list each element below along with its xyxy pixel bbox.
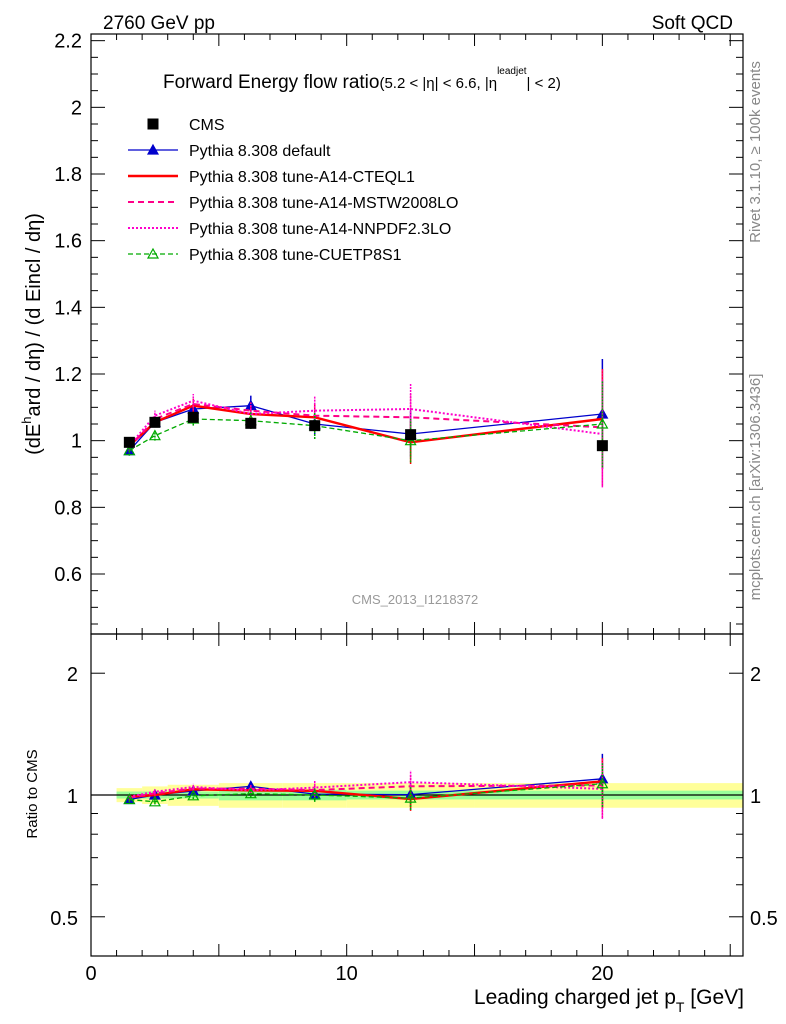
y-tick-label: 0.8 — [54, 497, 82, 519]
legend-marker — [146, 247, 160, 259]
legend-entry: Pythia 8.308 tune-A14-CTEQL1 — [128, 169, 415, 186]
y-axis-label-b: ard / dη) / (d Eincl / dη) — [23, 213, 45, 416]
ratio-point — [187, 789, 200, 801]
legend-entry: Pythia 8.308 tune-A14-MSTW2008LO — [128, 195, 458, 212]
legend-marker — [146, 143, 160, 155]
ratio-point — [244, 787, 257, 799]
plot-title-cond-a: (5.2 < |η| < 6.6, |η — [379, 75, 497, 92]
y-axis-label: (dEhard / dη) / (d Eincl / dη) — [19, 213, 45, 455]
legend-entry: Pythia 8.308 tune-A14-NNPDF2.3LO — [128, 221, 451, 238]
ratio-y-tick-label-right: 0.5 — [750, 908, 778, 930]
cms-data-point — [405, 429, 417, 441]
x-axis-label: Leading charged jet pT [GeV] — [474, 986, 744, 1015]
ratio-y-tick-label-left: 1 — [67, 786, 78, 808]
y-tick-label: 1.6 — [54, 231, 82, 253]
cms-data-point — [309, 420, 321, 432]
x-tick-label: 0 — [85, 963, 96, 985]
y-tick-label: 1.8 — [54, 164, 82, 186]
ratio-point — [404, 791, 417, 803]
cms-data-point — [245, 417, 257, 429]
x-tick-label: 20 — [591, 963, 613, 985]
y-axis-label-a: (dE — [23, 424, 45, 455]
legend-label: Pythia 8.308 tune-A14-CTEQL1 — [189, 169, 415, 186]
ratio-point — [123, 793, 136, 805]
y-tick-label: 0.6 — [54, 564, 82, 586]
series-point — [404, 434, 417, 446]
legend-swatch — [147, 118, 159, 130]
legend-label: Pythia 8.308 tune-A14-MSTW2008LO — [189, 195, 458, 212]
x-axis-label-sub: T — [676, 999, 685, 1015]
mcplots-label: mcplots.cern.ch [arXiv:1306.3436] — [747, 374, 764, 601]
x-axis-label-b: [GeV] — [684, 986, 744, 1009]
y-tick-label: 2 — [71, 97, 82, 119]
plot-title-main: Forward Energy flow ratio — [163, 72, 379, 93]
legend: CMS Pythia 8.308 default Pythia 8.308 tune… — [128, 117, 458, 264]
legend-label: Pythia 8.308 tune-CUETP8S1 — [189, 247, 402, 264]
y-tick-label: 1 — [71, 431, 82, 453]
legend-label: CMS — [189, 117, 225, 134]
plot-title: Forward Energy flow ratio(5.2 < |η| < 6.… — [163, 66, 561, 93]
series-point — [123, 444, 136, 456]
cms-data-point — [123, 436, 135, 448]
legend-label: Pythia 8.308 default — [189, 143, 331, 160]
ratio-y-tick-label-left: 2 — [67, 664, 78, 686]
cms-data-point — [149, 416, 161, 428]
ratio-y-tick-label-right: 1 — [750, 786, 761, 808]
y-tick-label: 1.4 — [54, 297, 82, 319]
y-tick-label: 1.2 — [54, 364, 82, 386]
y-tick-label: 2.2 — [54, 31, 82, 53]
series-point — [596, 417, 609, 429]
cms-data-point — [596, 440, 608, 452]
ratio-point — [308, 788, 321, 800]
watermark-analysis-id: CMS_2013_I1218372 — [352, 592, 479, 607]
plot-title-cond-sup: leadjet — [497, 66, 527, 77]
legend-entry: CMS — [147, 117, 225, 134]
legend-entry: Pythia 8.308 default — [128, 143, 331, 160]
x-tick-label: 10 — [336, 963, 358, 985]
x-axis-label-a: Leading charged jet p — [474, 986, 676, 1009]
ratio-y-tick-label-right: 2 — [750, 664, 761, 686]
legend-label: Pythia 8.308 tune-A14-NNPDF2.3LO — [189, 221, 451, 238]
cms-data-point — [187, 411, 199, 423]
rivet-label: Rivet 3.1.10, ≥ 100k events — [747, 61, 764, 243]
legend-entry: Pythia 8.308 tune-CUETP8S1 — [128, 247, 402, 264]
ratio-point — [596, 777, 609, 789]
ratio-y-axis-label: Ratio to CMS — [24, 749, 41, 838]
ratio-y-tick-label-left: 0.5 — [50, 908, 78, 930]
header-right: Soft QCD — [652, 13, 733, 34]
header-left: 2760 GeV pp — [103, 13, 215, 34]
y-axis-label-sup: h — [19, 417, 34, 424]
series-point — [148, 429, 161, 441]
plot-title-cond-b: | < 2) — [527, 75, 561, 92]
ratio-point — [148, 795, 161, 807]
